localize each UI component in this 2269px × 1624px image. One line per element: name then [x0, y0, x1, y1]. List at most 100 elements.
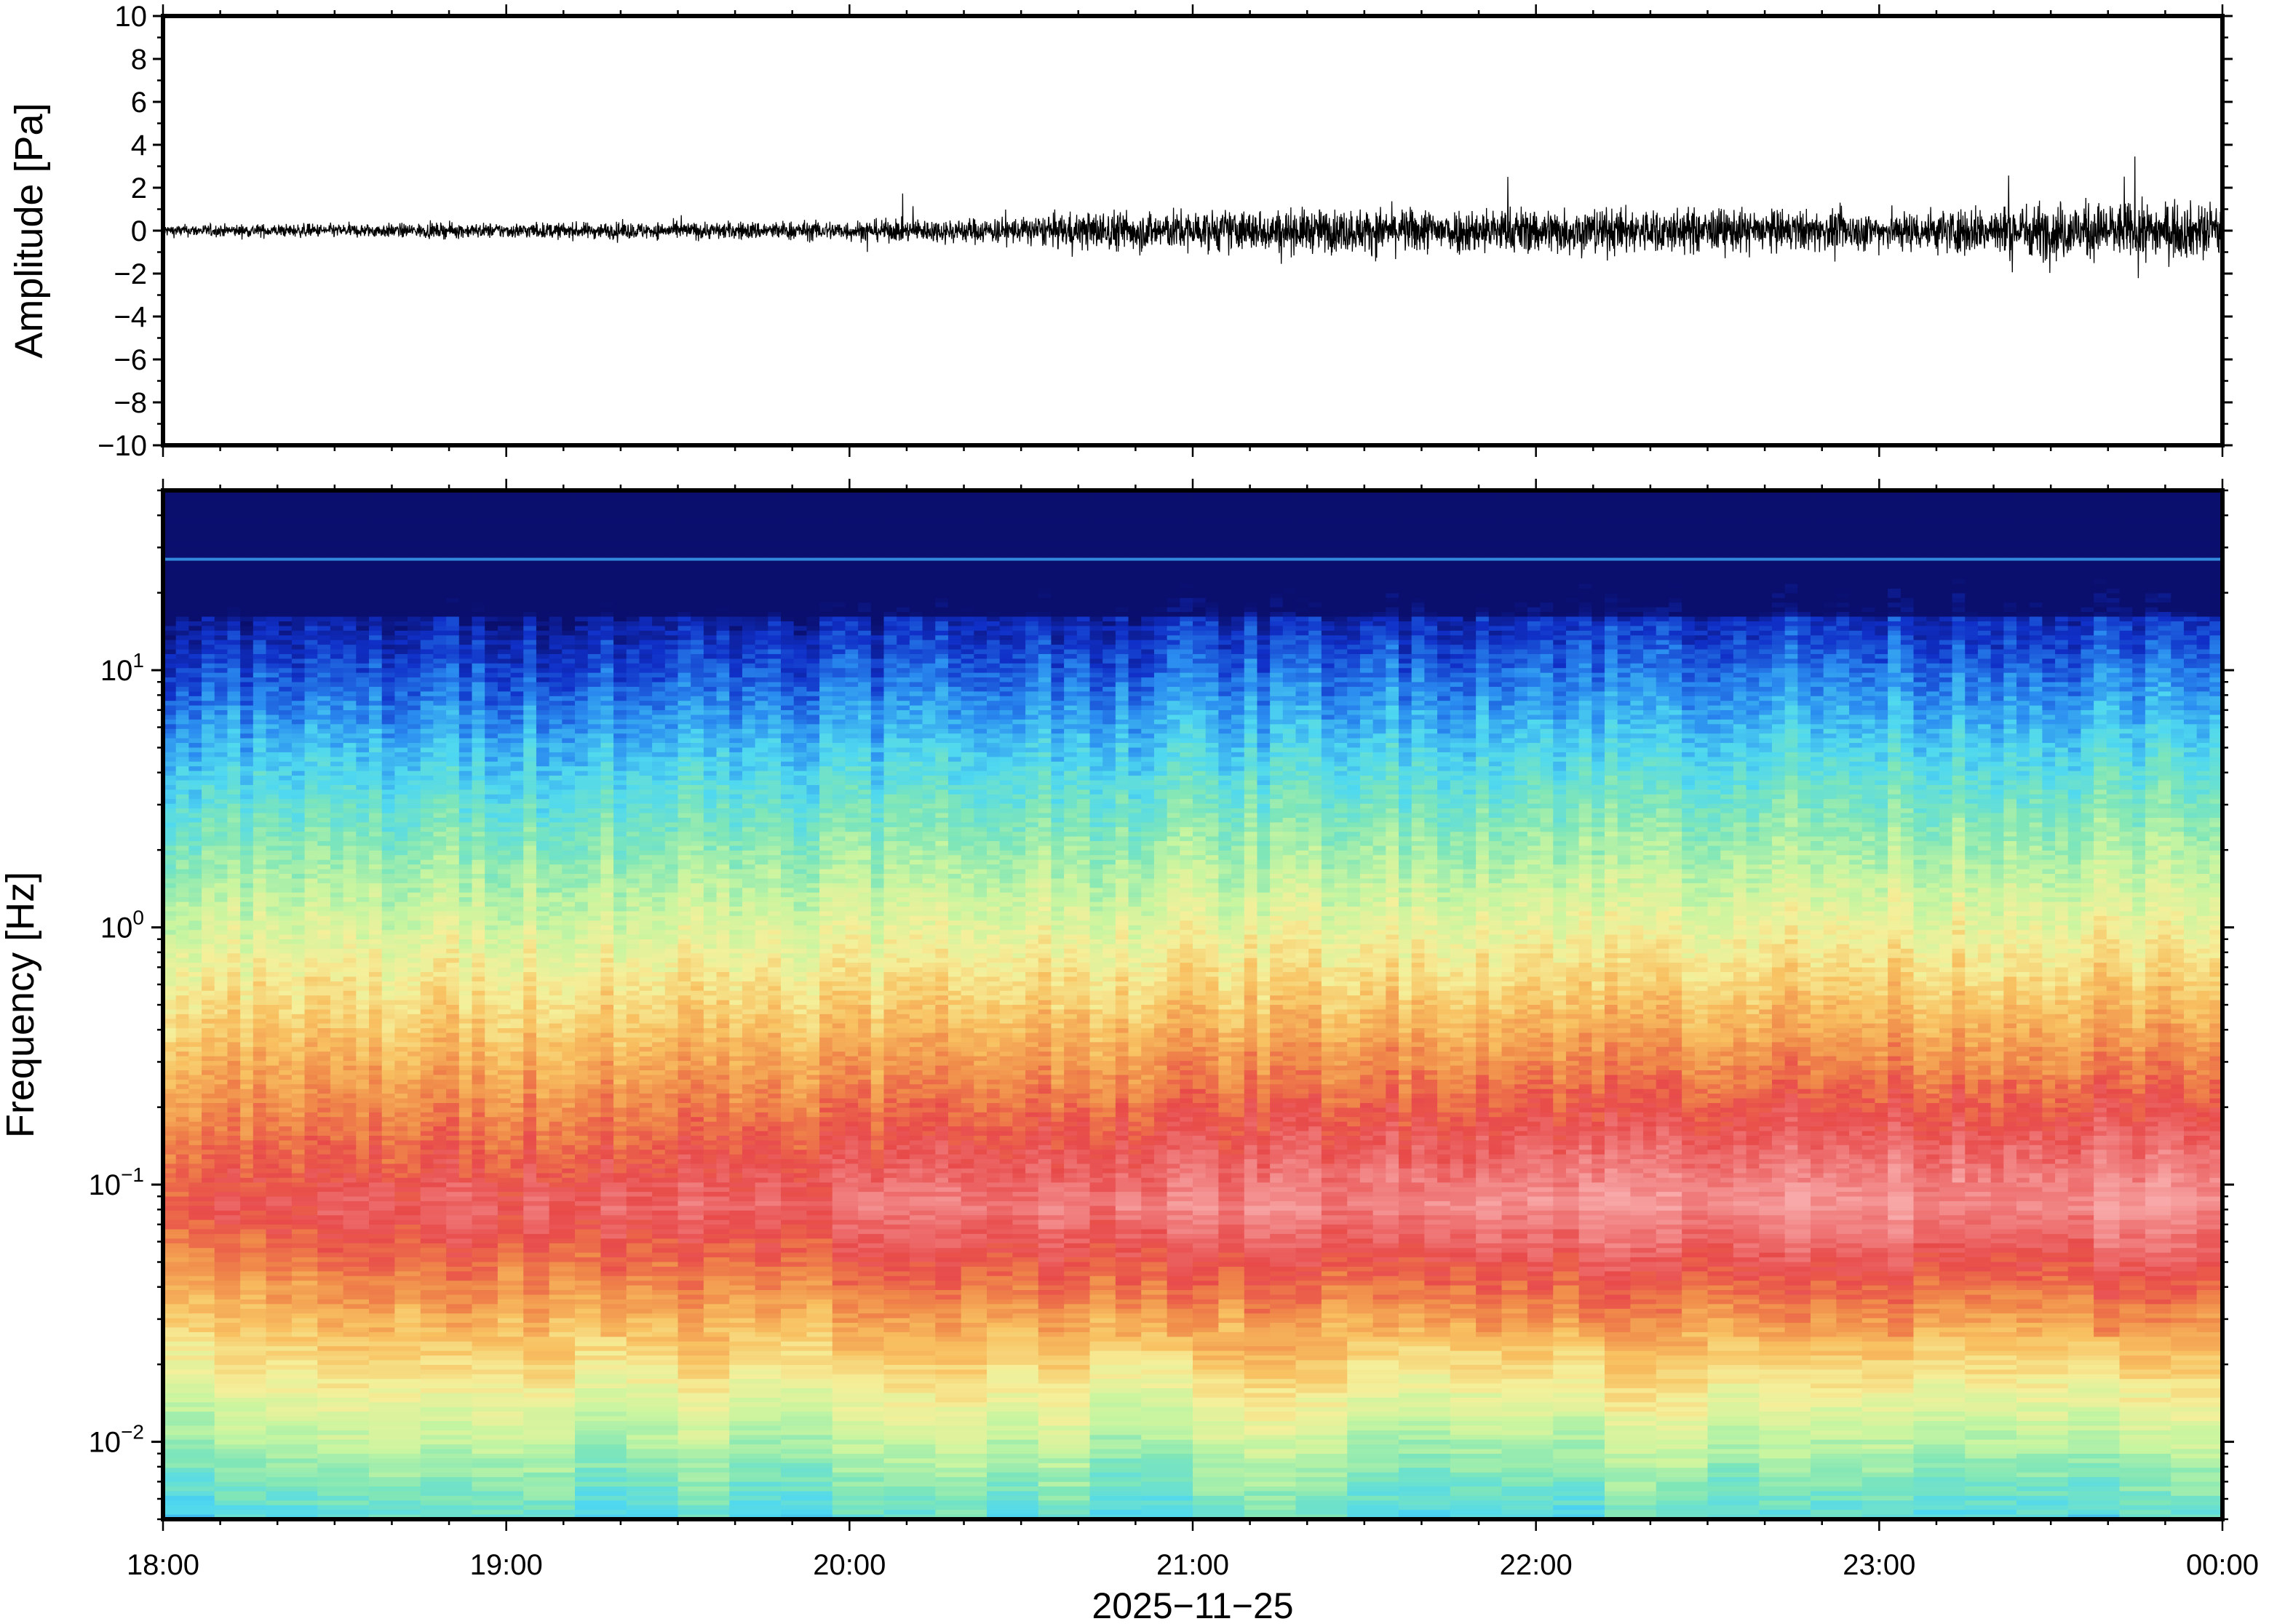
spectrogram-cell — [1862, 621, 1875, 626]
spectrogram-cell — [1605, 589, 1618, 594]
spectrogram-cell — [1514, 552, 1527, 557]
spectrogram-cell — [1991, 528, 2004, 533]
spectrogram-cell — [910, 589, 923, 594]
spectrogram-cell — [1708, 509, 1721, 514]
spectrogram-cell — [202, 598, 215, 603]
spectrogram-cell — [523, 542, 536, 547]
spectrogram-cell — [1064, 565, 1077, 570]
spectrogram-cell — [961, 575, 974, 580]
spectrogram-cell — [2042, 602, 2055, 608]
spectrogram-cell — [1270, 560, 1283, 565]
spectrogram-cell — [600, 514, 613, 519]
spectrogram-cell — [2003, 570, 2016, 575]
spectrogram-cell — [1116, 598, 1129, 603]
spectrogram-cell — [627, 631, 640, 636]
spectrogram-cell — [897, 560, 910, 565]
spectrogram-cell — [935, 504, 948, 509]
spectrogram-cell — [1000, 565, 1013, 570]
spectrogram-cell — [1733, 579, 1747, 584]
spectrogram-cell — [884, 608, 897, 613]
spectrogram-cell — [1836, 575, 1849, 580]
spectrogram-cell — [446, 504, 459, 509]
spectrogram-cell — [1154, 570, 1167, 575]
spectrogram-cell — [382, 621, 395, 626]
spectrogram-cell — [1579, 584, 1592, 589]
spectrogram-cell — [1797, 593, 1811, 598]
spectrogram-cell — [717, 560, 730, 565]
spectrogram-cell — [1399, 519, 1412, 524]
spectrogram-cell — [394, 533, 408, 538]
spectrogram-cell — [1373, 602, 1386, 608]
spectrogram-cell — [1322, 608, 1335, 613]
spectrogram-cell — [613, 584, 627, 589]
spectrogram-cell — [227, 552, 240, 557]
spectrogram-cell — [858, 570, 871, 575]
spectrogram-cell — [498, 608, 511, 613]
spectrogram-cell — [1141, 533, 1154, 538]
spectrogram-cell — [279, 546, 292, 552]
spectrogram-cell — [1566, 593, 1579, 598]
spectrogram-cell — [717, 575, 730, 580]
spectrogram-cell — [2042, 598, 2055, 603]
spectrogram-cell — [755, 593, 768, 598]
spectrogram-cell — [1514, 509, 1527, 514]
spectrogram-cell — [562, 575, 575, 580]
spectrogram-cell — [665, 626, 678, 631]
spectrogram-cell — [704, 523, 717, 528]
spectrogram-cell — [356, 533, 369, 538]
spectrogram-cell — [1489, 608, 1502, 613]
spectrogram-cell — [227, 584, 240, 589]
spectrogram-cell — [1154, 523, 1167, 528]
spectrogram-cell — [1824, 589, 1837, 594]
spectrogram-cell — [729, 519, 742, 524]
spectrogram-cell — [1824, 621, 1837, 626]
spectrogram-cell — [845, 500, 858, 505]
spectrogram-cell — [600, 537, 613, 542]
spectrogram-cell — [575, 504, 588, 509]
spectrogram-cell — [1193, 575, 1206, 580]
spectrogram-cell — [833, 560, 846, 565]
spectrogram-cell — [1901, 519, 1914, 524]
spectrogram-cell — [1566, 560, 1579, 565]
spectrogram-cell — [1257, 560, 1270, 565]
spectrogram-cell — [1116, 533, 1129, 538]
spectrogram-cell — [1218, 575, 1231, 580]
spectrogram-cell — [292, 504, 305, 509]
spectrogram-cell — [292, 617, 305, 622]
spectrogram-cell — [1270, 537, 1283, 542]
spectrogram-cell — [433, 579, 446, 584]
spectrogram-cell — [858, 500, 871, 505]
spectrogram-cell — [1824, 575, 1837, 580]
spectrogram-cell — [2094, 575, 2107, 580]
spectrogram-cell — [1373, 500, 1386, 505]
spectrogram-cell — [1257, 537, 1270, 542]
spectrogram-cell — [1527, 617, 1541, 622]
spectrogram-cell — [768, 495, 781, 500]
spectrogram-cell — [704, 519, 717, 524]
spectrogram-cell — [2158, 514, 2171, 519]
spectrogram-cell — [1514, 570, 1527, 575]
spectrogram-cell — [858, 537, 871, 542]
spectrogram-cell — [2107, 598, 2120, 603]
spectrogram-cell — [1347, 593, 1360, 598]
spectrogram-cell — [897, 579, 910, 584]
spectrogram-cell — [1630, 612, 1643, 617]
spectrogram-cell — [1308, 495, 1322, 500]
spectrogram-cell — [935, 617, 948, 622]
spectrogram-cell — [1373, 621, 1386, 626]
spectrogram-cell — [627, 589, 640, 594]
spectrogram-cell — [1077, 626, 1090, 631]
spectrogram-cell — [819, 528, 833, 533]
spectrogram-cell — [600, 570, 613, 575]
spectrogram-cell — [1952, 612, 1966, 617]
spectrogram-cell — [1849, 617, 1862, 622]
spectrogram-cell — [369, 598, 382, 603]
spectrogram-cell — [408, 523, 421, 528]
spectrogram-cell — [2081, 546, 2094, 552]
spectrogram-cell — [1489, 579, 1502, 584]
spectrogram-cell — [935, 608, 948, 613]
spectrogram-cell — [1695, 504, 1708, 509]
spectrogram-cell — [1489, 560, 1502, 565]
spectrogram-cell — [382, 626, 395, 631]
spectrogram-cell — [794, 617, 807, 622]
